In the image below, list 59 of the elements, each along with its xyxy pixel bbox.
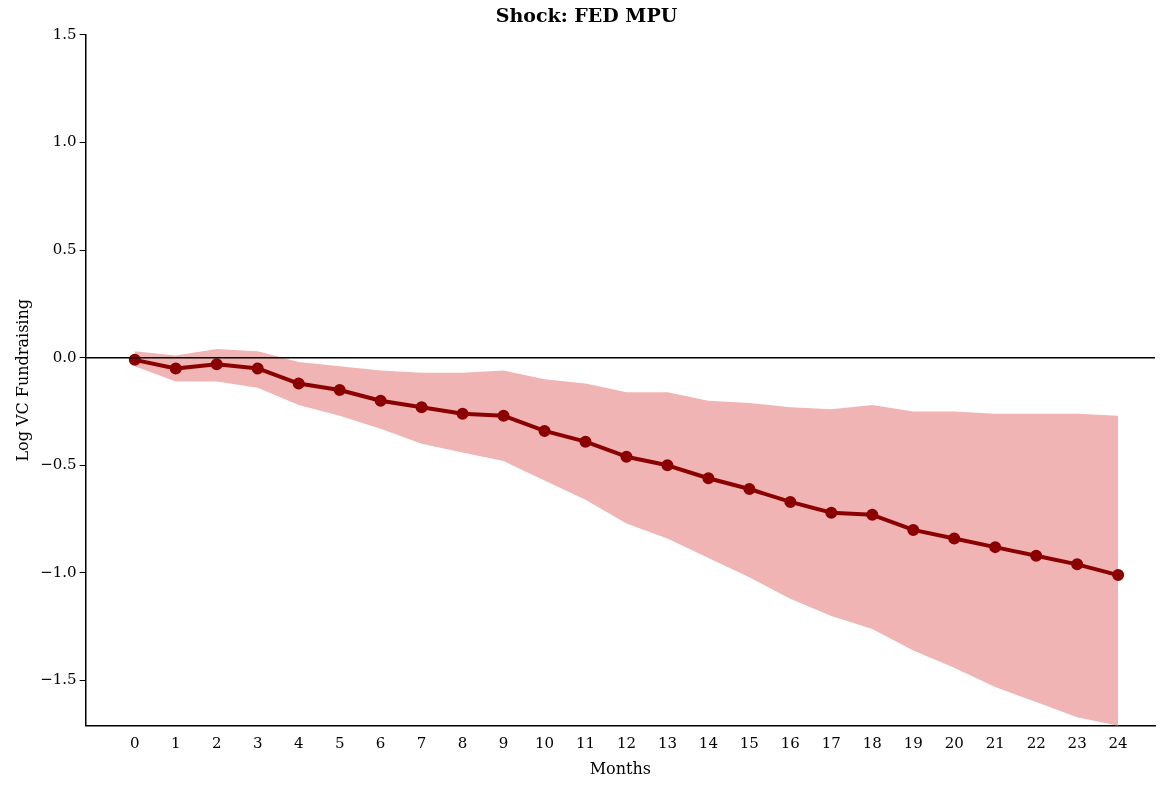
x-axis-title: Months: [589, 758, 651, 778]
x-tick-label: 21: [985, 733, 1005, 752]
point: [825, 506, 838, 519]
point: [784, 495, 797, 508]
x-tick-label: 0: [130, 733, 140, 752]
x-tick-label: 9: [498, 733, 509, 752]
x-tick-label: 24: [1108, 733, 1128, 752]
point: [210, 358, 223, 371]
x-tick-label: 22: [1026, 733, 1046, 752]
x-tick-label: 16: [780, 733, 800, 752]
x-tick-label: 8: [457, 733, 468, 752]
x-tick-label: 2: [211, 733, 222, 752]
y-axis-title: Log VC Fundraising: [12, 299, 32, 462]
point: [620, 450, 633, 463]
point: [169, 362, 182, 375]
x-tick-label: 14: [698, 733, 718, 752]
x-tick-label: 7: [416, 733, 427, 752]
x-tick-label: 6: [375, 733, 386, 752]
x-tick-label: 11: [575, 733, 596, 752]
point: [661, 459, 674, 472]
x-tick-label: 13: [657, 733, 677, 752]
point: [989, 541, 1002, 554]
y-tick-label: 1.0: [52, 132, 77, 151]
point: [579, 435, 592, 448]
point: [333, 383, 346, 396]
point: [1071, 558, 1084, 571]
x-tick-label: 23: [1067, 733, 1087, 752]
point: [497, 409, 510, 422]
y-tick-label: 1.5: [52, 24, 77, 43]
point: [456, 407, 469, 420]
x-tick-label: 10: [534, 733, 555, 752]
point: [374, 394, 387, 407]
x-tick-label: 3: [252, 733, 263, 752]
point: [251, 362, 264, 375]
point: [415, 401, 428, 414]
x-tick-label: 18: [862, 733, 882, 752]
point: [907, 523, 920, 536]
x-tick-label: 12: [616, 733, 636, 752]
point: [292, 377, 305, 390]
chart-title: Shock: FED MPU: [495, 4, 678, 27]
x-tick-label: 20: [944, 733, 964, 752]
x-tick-label: 17: [821, 733, 841, 752]
point: [538, 424, 551, 437]
y-tick-label: −0.5: [40, 455, 77, 474]
x-tick-label: 5: [334, 733, 345, 752]
point: [948, 532, 961, 545]
point: [1112, 569, 1125, 582]
y-tick-label: 0.5: [52, 239, 77, 258]
point: [743, 483, 756, 496]
point: [866, 508, 879, 521]
x-tick-label: 19: [903, 733, 923, 752]
point: [702, 472, 715, 485]
point: [1030, 549, 1043, 562]
x-tick-label: 15: [739, 733, 759, 752]
x-tick-label: 4: [293, 733, 304, 752]
y-tick-label: −1.5: [40, 670, 77, 689]
y-tick-label: −1.0: [40, 562, 77, 581]
x-tick-label: 1: [170, 733, 181, 752]
y-tick-label: 0.0: [52, 347, 77, 366]
